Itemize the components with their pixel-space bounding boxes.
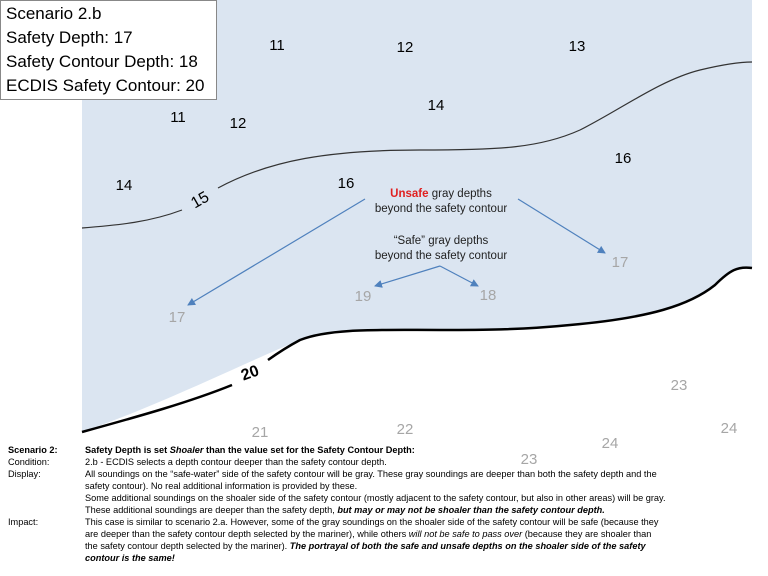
- water-area: [82, 0, 752, 432]
- note-text: the safety contour depth selected by the…: [85, 541, 647, 551]
- sounding: 14: [116, 177, 133, 194]
- arrow: [517, 198, 606, 254]
- sounding: 19: [355, 288, 372, 305]
- arrow: [187, 198, 366, 306]
- sounding: 18: [480, 287, 497, 304]
- arrow: [374, 265, 441, 288]
- sounding: 12: [397, 39, 414, 56]
- note-part: (because they are shoaler than: [522, 529, 651, 539]
- annotation-highlight: Unsafe: [390, 188, 428, 200]
- note-text: Some additional soundings on the shoaler…: [85, 493, 666, 503]
- sounding: 17: [612, 254, 629, 271]
- sounding: 16: [338, 175, 355, 192]
- note-label: Condition:: [8, 457, 49, 467]
- annotation: “Safe” gray depths: [394, 235, 489, 247]
- note-text: All soundings on the “safe-water” side o…: [85, 469, 657, 479]
- sounding: 23: [671, 377, 688, 394]
- sounding: 11: [170, 109, 186, 126]
- info-line: ECDIS Safety Contour: 20: [6, 76, 204, 95]
- info-line: Safety Depth: 17: [6, 28, 133, 47]
- note-text: This case is similar to scenario 2.a. Ho…: [85, 517, 659, 527]
- contour-label: 15: [188, 189, 212, 213]
- sounding: 12: [230, 115, 247, 132]
- note-text: contour is the same!: [85, 553, 175, 563]
- safety-contour-line: [81, 266, 753, 434]
- note-part: but may or may not be shoaler than the s…: [337, 505, 605, 515]
- note-part: than the value set for the Safety Contou…: [203, 445, 414, 455]
- note-text: Safety Depth is set Shoaler than the val…: [85, 445, 415, 455]
- note-text: safety contour). No real additional info…: [85, 481, 357, 491]
- annotation: beyond the safety contour: [375, 250, 508, 262]
- note-part: are deeper than the safety contour depth…: [85, 529, 409, 539]
- arrow: [439, 265, 479, 287]
- note-text: These additional soundings are deeper th…: [85, 505, 605, 515]
- info-box: [0, 0, 217, 100]
- sounding: 23: [521, 451, 538, 468]
- note-text: are deeper than the safety contour depth…: [85, 529, 651, 539]
- note-part: the safety contour depth selected by the…: [85, 541, 290, 551]
- note-part: will not be safe to pass over: [409, 529, 523, 539]
- note-part: Shoaler: [170, 445, 204, 455]
- arrows: [187, 198, 606, 306]
- sounding: 11: [269, 37, 285, 54]
- info-line: Scenario 2.b: [6, 4, 101, 23]
- annotation-text: gray depths: [429, 188, 493, 200]
- contour-label: 20: [239, 362, 262, 384]
- sounding: 17: [169, 309, 186, 326]
- note-label: Display:: [8, 469, 41, 479]
- sounding: 13: [569, 38, 586, 55]
- info-line: Safety Contour Depth: 18: [6, 52, 198, 71]
- annotation: Unsafe gray depths: [390, 188, 492, 200]
- contour-15-line: [81, 61, 753, 229]
- note-text: 2.b - ECDIS selects a depth contour deep…: [85, 457, 387, 467]
- note-part: These additional soundings are deeper th…: [85, 505, 337, 515]
- note-part: Safety Depth is set: [85, 445, 170, 455]
- annotation: beyond the safety contour: [375, 203, 508, 215]
- sounding: 24: [602, 435, 619, 452]
- sounding: 22: [397, 421, 414, 438]
- sounding: 21: [252, 424, 269, 441]
- note-part: The portrayal of both the safe and unsaf…: [290, 541, 647, 551]
- sounding: 24: [721, 420, 738, 437]
- sounding: 14: [428, 97, 445, 114]
- sounding: 16: [615, 150, 632, 167]
- note-label: Impact:: [8, 517, 38, 527]
- note-label: Scenario 2:: [8, 445, 58, 455]
